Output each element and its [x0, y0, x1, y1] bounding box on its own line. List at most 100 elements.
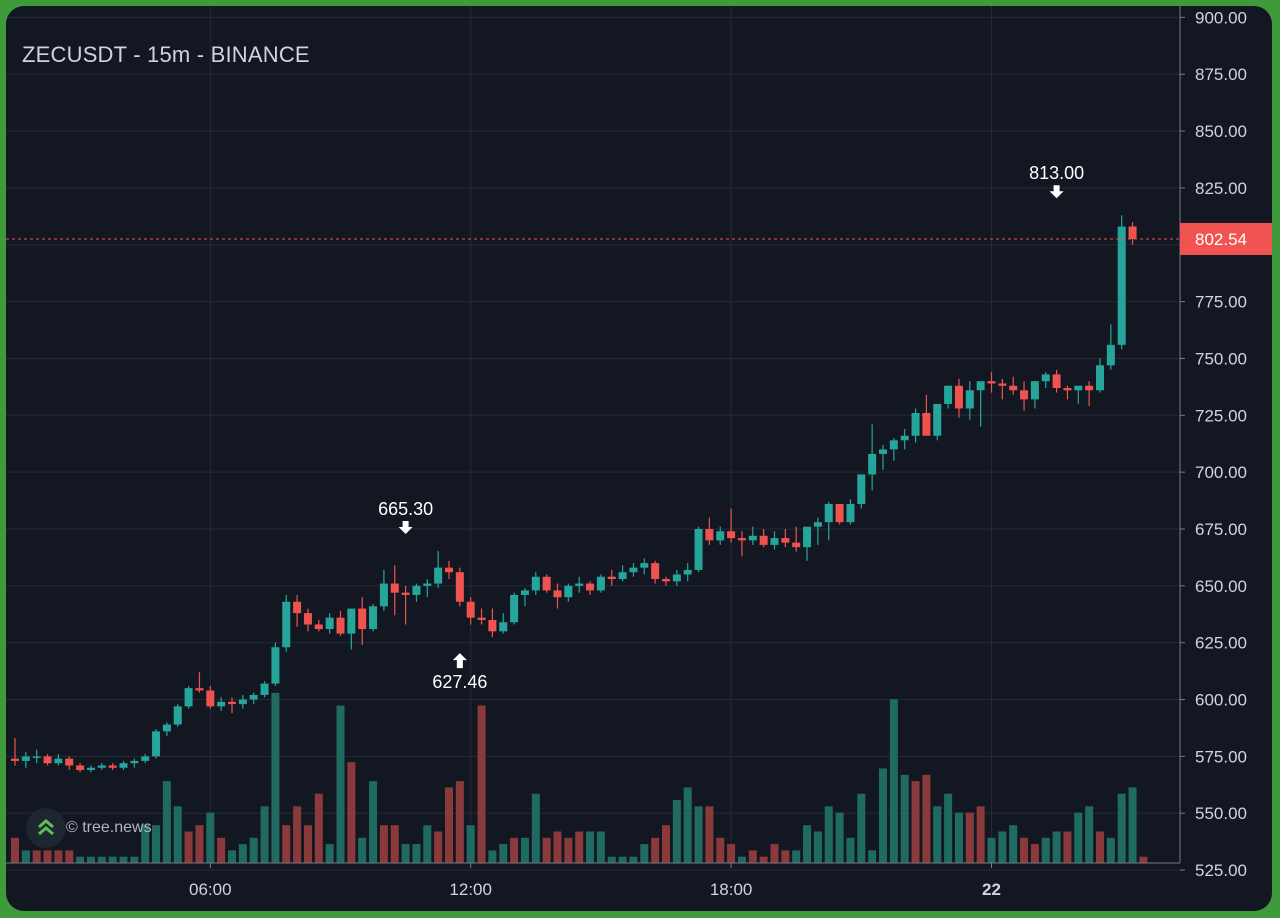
candle-body [727, 531, 736, 539]
volume-bar [607, 856, 616, 863]
candle [672, 569, 681, 586]
candle-body [347, 608, 356, 634]
candle [748, 526, 757, 545]
candle [195, 672, 204, 693]
candle [445, 560, 453, 580]
candle [21, 751, 30, 768]
volume-bar [271, 692, 280, 863]
candle-body [596, 576, 605, 591]
candle-body [488, 619, 497, 632]
candle [868, 424, 877, 491]
candle [217, 697, 226, 711]
volume-bar [944, 793, 953, 863]
price-tick-label: 700.00 [1195, 463, 1247, 482]
volume-bar [130, 856, 139, 863]
candle-body [466, 601, 475, 618]
candle [662, 576, 670, 586]
candle [54, 754, 63, 766]
candle-body [1085, 385, 1094, 391]
candle [792, 526, 801, 552]
candle [954, 378, 963, 418]
candle-body [477, 617, 486, 620]
candle [1106, 324, 1115, 370]
volume-bar [629, 856, 638, 863]
time-tick-label: 18:00 [710, 880, 753, 899]
candle-body [857, 474, 866, 504]
candle-body [249, 694, 258, 700]
volume-bar [1052, 831, 1061, 863]
candle [11, 738, 19, 766]
grid [6, 6, 1180, 871]
candle-body [65, 758, 74, 766]
volume-bar [618, 856, 627, 863]
candle-body [108, 765, 117, 768]
candle [640, 558, 649, 575]
candle-body [781, 538, 790, 543]
volume-bar [716, 837, 725, 863]
candle [965, 381, 974, 420]
chart-title: ZECUSDT - 15m - BINANCE [22, 42, 310, 67]
candle-body [152, 731, 161, 757]
candle-body [238, 699, 247, 705]
candle-body [510, 594, 519, 623]
volume-bar [455, 781, 464, 863]
candle [846, 499, 855, 525]
candle-body [184, 688, 193, 707]
candle [401, 585, 410, 625]
volume-bar [423, 825, 432, 863]
candle-body [293, 601, 302, 614]
volume-bar [369, 781, 378, 863]
volume-bar [325, 844, 334, 863]
volume-bar [553, 831, 562, 863]
volume-bar [108, 856, 117, 863]
volume-bar [1041, 837, 1050, 863]
volume-bar [347, 762, 356, 863]
volume-bar [586, 831, 595, 863]
volume-bar [260, 806, 269, 863]
volume-bar [217, 837, 226, 863]
annotation-label: 665.30 [378, 499, 433, 519]
candle-body [1063, 388, 1072, 391]
candle [596, 574, 605, 593]
arrow-up-icon [452, 653, 467, 669]
candle-body [455, 572, 464, 602]
candle [162, 722, 171, 736]
volume-bar [520, 837, 529, 863]
volume-bar [889, 699, 898, 863]
candle-body [282, 601, 291, 648]
candle [998, 378, 1007, 400]
candle-body [564, 585, 573, 598]
volume-bar [879, 768, 887, 863]
volume-bar [249, 837, 258, 863]
candle-body [911, 413, 920, 436]
candle [260, 681, 269, 698]
candle [293, 594, 302, 627]
candle [781, 528, 790, 548]
candle [1041, 372, 1050, 389]
volume-bar [672, 800, 681, 863]
candle [206, 685, 215, 709]
candle-body [889, 440, 898, 450]
candlestick-chart[interactable]: 665.30 627.46 813.00 900.00 875.00 850.00 825… [6, 6, 1272, 911]
candle [933, 403, 942, 441]
candle [325, 613, 334, 634]
volume-bar [162, 781, 171, 863]
volume-bar [705, 806, 714, 863]
current-price-label: 802.54 [1195, 230, 1247, 249]
candle [499, 613, 508, 634]
axes: 900.00875.00850.00825.00800.00775.00750.… [6, 6, 1272, 899]
volume-bar [781, 850, 790, 863]
volume-bar [1128, 787, 1137, 863]
candle [813, 517, 822, 545]
candle-body [434, 567, 443, 584]
volume-bar [1009, 825, 1018, 863]
volume-bar [1139, 856, 1148, 863]
candle-body [705, 528, 714, 541]
candle-body [369, 606, 378, 630]
candle-body [531, 576, 540, 591]
candle-body [586, 583, 595, 591]
price-tick-label: 875.00 [1195, 65, 1247, 84]
candle [553, 583, 562, 609]
candle-body [879, 449, 887, 454]
candle [683, 563, 692, 582]
